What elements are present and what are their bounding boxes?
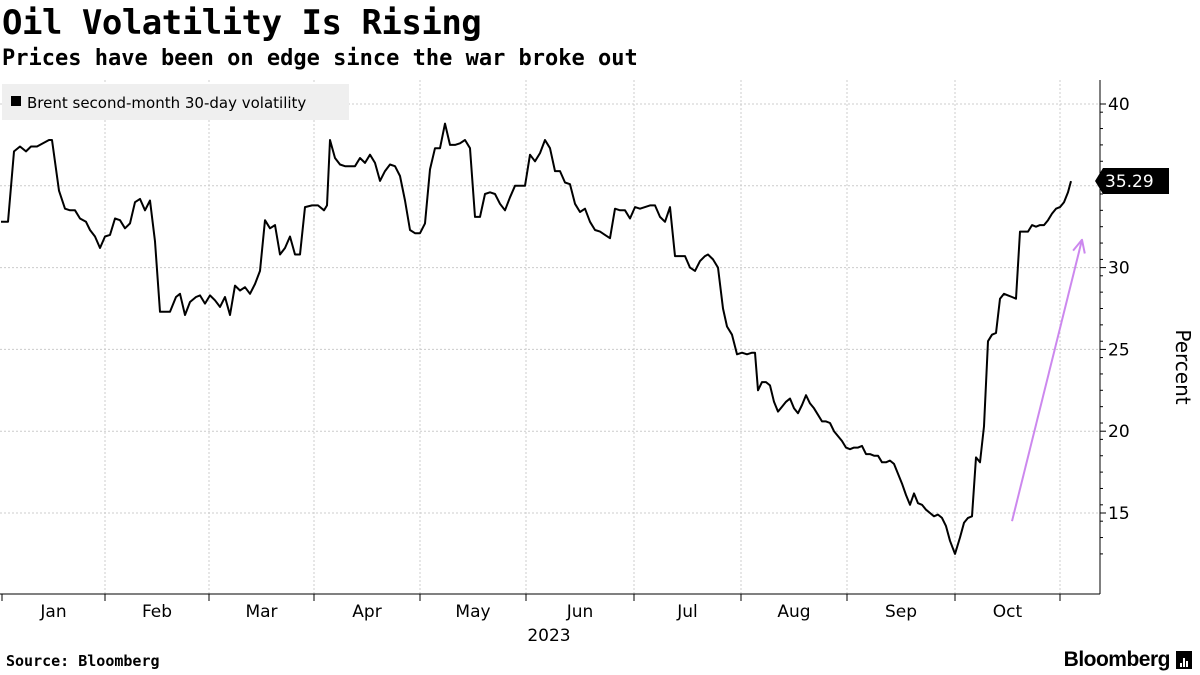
legend: Brent second-month 30-day volatility [2,84,349,120]
series-line-brent-volatility [1,122,1072,555]
annotation-arrow-shaft [1011,239,1083,522]
series-layer [1,122,1072,555]
chart-subtitle: Prices have been on edge since the war b… [2,46,638,71]
y-tick-label: 25 [1108,340,1130,360]
x-tick-label: Jan [39,602,66,622]
y-axis-label: Percent [1171,329,1195,404]
annotation-arrow-head [1072,238,1086,254]
legend-background [2,84,349,120]
x-tick-label: Jul [676,602,698,622]
y-tick-label: 40 [1108,95,1130,115]
x-tick-label: May [455,602,490,622]
y-tick-label: 20 [1108,422,1130,442]
legend-label: Brent second-month 30-day volatility [27,94,306,112]
y-tick-label: 30 [1108,259,1130,279]
x-tick-label: Feb [142,602,172,622]
x-tick-label: Sep [885,602,917,622]
last-value-label: 35.29 [1095,168,1169,195]
x-tick-label: Apr [352,602,381,622]
x-tick-label: Jun [566,602,594,622]
x-tick-label: Oct [993,602,1023,622]
gridlines [0,80,1100,594]
x-tick-label: Aug [777,602,810,622]
x-tick-label: Mar [245,602,277,622]
last-value-badge [1095,168,1169,195]
chart-title: Oil Volatility Is Rising [2,3,482,43]
axes: 152025303540JanFebMarAprMayJunJulAugSepO… [0,80,1130,622]
source-note: Source: Bloomberg [6,652,160,670]
brand-logo: Bloomberg [1064,647,1192,673]
annotations [1011,238,1086,522]
legend-swatch [11,96,21,106]
brand-name: Bloomberg [1063,648,1171,671]
bloomberg-terminal-icon [1176,651,1192,669]
x-axis-year-label: 2023 [527,626,570,646]
y-tick-label: 15 [1108,504,1130,524]
last-value-text: 35.29 [1105,172,1154,192]
